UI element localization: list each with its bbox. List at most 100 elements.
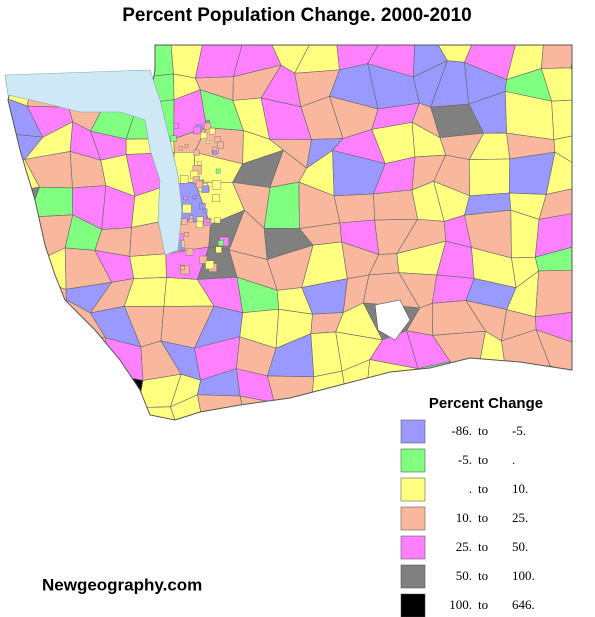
region [0,424,40,460]
region [580,212,595,256]
legend-separator: to [478,568,488,583]
region [26,45,78,67]
legend-to: 646. [512,597,535,612]
map-title: Percent Population Change. 2000-2010 [122,5,472,26]
urban-region [204,122,212,130]
urban-region [201,185,209,193]
region [565,419,572,420]
legend-from: 10. [456,510,472,525]
urban-region [212,150,218,155]
urban-region [185,247,194,256]
urban-region [195,180,204,188]
region [94,419,132,420]
urban-region [184,231,189,237]
urban-region [170,135,177,142]
legend-to: -5. [512,423,526,438]
legend-from: -86. [451,423,472,438]
legend-separator: to [478,423,488,438]
region [39,395,67,420]
region [537,423,588,460]
region [364,359,419,411]
legend-separator: to [478,597,488,612]
region [577,347,595,375]
legend-separator: to [478,510,488,525]
region [570,67,572,100]
region [329,432,385,460]
urban-region [212,194,220,202]
region [373,189,419,221]
urban-region [183,196,188,201]
region [62,359,110,407]
region [297,393,347,420]
urban-region [193,126,201,135]
legend-from: -5. [458,452,472,467]
urban-region [206,218,210,223]
legend-swatch [400,477,426,502]
region [25,299,67,337]
region [129,253,167,279]
urban-region [184,144,189,149]
legend-swatch [400,506,426,531]
region [8,369,46,400]
region [583,157,595,189]
region [534,244,572,272]
region [333,193,375,224]
region [263,181,300,229]
region [570,45,572,69]
region [8,335,32,376]
legend-swatch [400,564,426,589]
region [553,133,572,170]
region [62,394,115,420]
legend-separator: to [478,452,488,467]
legend-separator: to [478,481,488,496]
urban-region [178,146,183,151]
legend-from: 50. [456,568,472,583]
region [545,151,572,195]
legend-to: 50. [512,539,528,554]
region [549,365,572,395]
urban-region [214,136,221,143]
legend-to: 100. [512,568,535,583]
legend-swatch [400,535,426,560]
urban-region [196,220,204,228]
urban-region [205,260,215,270]
urban-region [216,141,224,149]
source: Newgeography.com [42,575,202,594]
region [129,419,178,420]
region [198,439,248,460]
urban-region [215,168,221,174]
region [66,424,114,460]
region [298,421,347,460]
region [32,424,75,460]
region [585,300,595,348]
region [583,98,595,134]
region [273,421,300,460]
urban-region [192,195,197,200]
legend-swatch [400,419,426,444]
urban-region [200,132,208,139]
region [96,373,144,408]
urban-region [181,218,188,225]
legend-swatch [400,448,426,473]
region [535,329,572,376]
region [8,242,45,289]
urban-region [215,246,222,253]
urban-region [173,123,179,129]
legend-to: . [512,452,515,467]
region [169,426,205,460]
legend-from: 100. [449,597,472,612]
legend-from: . [469,481,472,496]
urban-region [193,149,200,156]
urban-region [206,140,210,144]
region [30,359,73,400]
region [8,186,40,225]
legend-to: 25. [512,510,528,525]
urban-region [182,203,192,214]
legend-swatch [400,593,426,617]
region [130,406,178,420]
region [25,331,73,371]
region [535,309,572,348]
legend: -86. to -5. -5. to.. to 10. 10. to 25. 25. to 50. 50.… [400,419,535,617]
urban-region [214,217,221,224]
